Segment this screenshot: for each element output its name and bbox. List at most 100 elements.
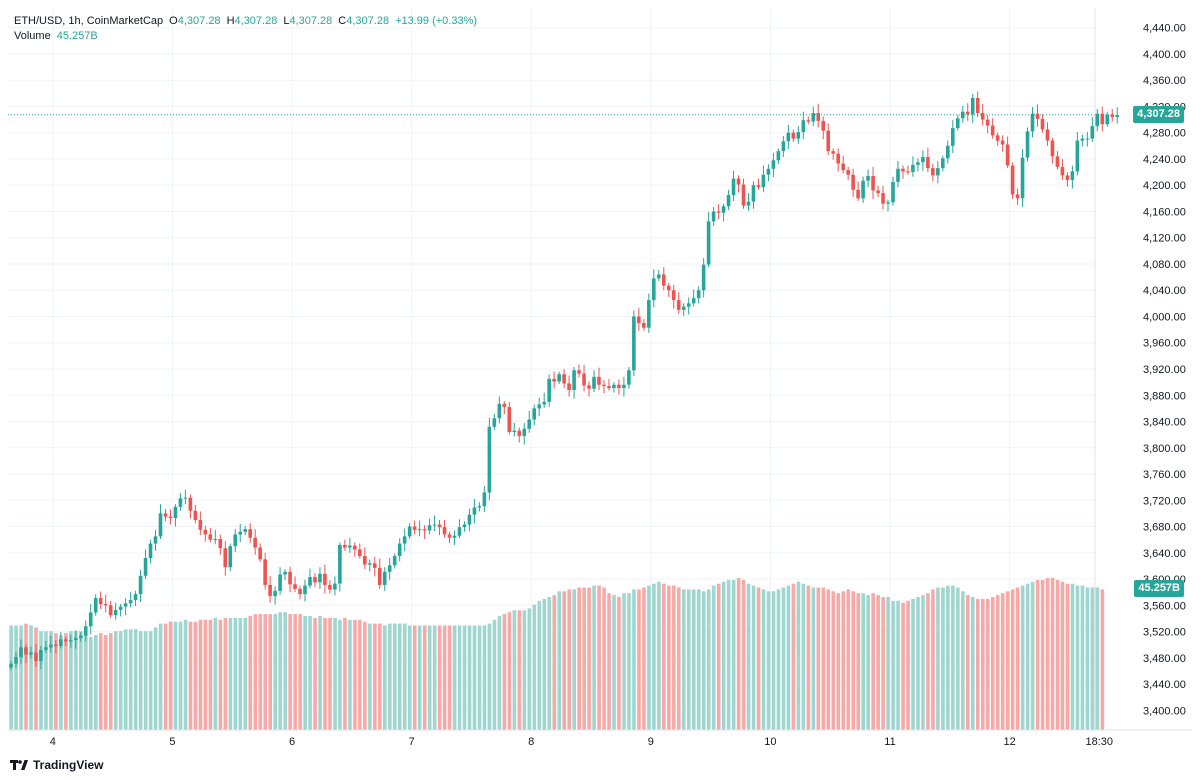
candle-body (1030, 113, 1035, 132)
candle-body (153, 536, 158, 544)
price-tick-label: 3,920.00 (1143, 364, 1186, 376)
candle-body (437, 524, 442, 528)
ohlc-high: H4,307.28 (226, 15, 278, 27)
volume-bar (74, 631, 78, 730)
candle-body (178, 498, 183, 507)
candle-body (666, 285, 671, 291)
volume-label[interactable]: Volume (14, 30, 51, 42)
candle-body (333, 583, 337, 590)
price-tick-label: 3,480.00 (1143, 653, 1186, 665)
volume-bar (153, 627, 158, 730)
candle-body (851, 174, 855, 190)
candle-body (676, 300, 681, 310)
volume-bar (976, 598, 980, 730)
candle-body (19, 647, 23, 658)
candle-body (856, 189, 860, 199)
volume-bar (268, 614, 273, 730)
volume-bar (64, 633, 68, 730)
volume-bar (577, 587, 581, 730)
candle-body (447, 534, 452, 538)
volume-bar (502, 614, 507, 730)
candle-body (761, 174, 766, 188)
time-axis[interactable]: 4 5 6 7 8 9 10 11 12 18:30 (50, 736, 1113, 748)
candle-body (1040, 118, 1045, 130)
volume-bar (1005, 591, 1010, 730)
ohlc-close: C4,307.28 (338, 15, 390, 27)
candle-body (1000, 140, 1005, 145)
volume-bar (263, 614, 268, 730)
volume-bar (816, 587, 821, 730)
volume-bar (94, 635, 98, 730)
volume-bar (916, 597, 920, 730)
candle-body (432, 524, 437, 526)
volume-bar (971, 597, 975, 730)
candle-body (866, 176, 870, 181)
volume-bar (373, 623, 377, 730)
candle-body (193, 510, 198, 520)
volume-bar (143, 631, 148, 730)
volume-bar (1070, 583, 1075, 730)
volume-bar (861, 593, 865, 730)
volume-bar (627, 593, 631, 730)
candle-body (686, 303, 691, 307)
candle-body (846, 170, 850, 175)
price-tick-label: 3,440.00 (1143, 679, 1186, 691)
candle-body (995, 135, 1000, 141)
volume-bar (442, 625, 447, 730)
volume-bar (995, 595, 1000, 730)
candle-body (118, 606, 123, 610)
candle-body (362, 556, 367, 565)
candle-body (1015, 194, 1020, 199)
candle-body (647, 300, 651, 328)
price-tick-label: 4,040.00 (1143, 285, 1186, 297)
volume-bar (682, 589, 686, 730)
volume-bar (148, 631, 153, 730)
candle-body (343, 544, 347, 548)
candle-body (547, 378, 551, 402)
volume-bar (901, 602, 905, 730)
ohlc-change: +13.99 (+0.33%) (395, 15, 478, 27)
candle-body (607, 386, 611, 389)
candle-body (412, 526, 417, 530)
price-tick-label: 4,400.00 (1143, 49, 1186, 61)
candle-body (816, 113, 821, 121)
candle-body (577, 370, 581, 374)
price-tick-label: 4,160.00 (1143, 206, 1186, 218)
symbol-label[interactable]: ETH/USD, 1h, CoinMarketCap (14, 15, 164, 27)
candle-body (950, 128, 955, 146)
candle-body (407, 526, 412, 537)
volume-bar (980, 598, 985, 730)
volume-bar (283, 612, 287, 730)
volume-bar (133, 629, 138, 730)
candle-body (711, 211, 716, 222)
candle-body (273, 590, 277, 597)
candle-body (168, 516, 173, 518)
volume-bar (343, 617, 347, 730)
candle-body (831, 151, 835, 154)
candle-body (223, 548, 228, 568)
candle-body (1050, 140, 1055, 157)
candle-body (208, 534, 213, 540)
time-tick-label: 5 (169, 736, 175, 748)
volume-bar (477, 625, 482, 730)
volume-bar (956, 587, 960, 730)
candle-body (298, 588, 302, 595)
price-axis[interactable]: 3,400.00 3,440.00 3,480.00 3,520.00 3,560.00… (1143, 23, 1186, 718)
candle-body (652, 278, 656, 301)
volume-bar (821, 587, 826, 730)
candle-body (64, 639, 68, 642)
candle-body (751, 185, 756, 202)
volume-bar (392, 623, 397, 730)
tradingview-logo-icon (10, 759, 28, 771)
tradingview-footer[interactable]: TradingView (10, 758, 103, 772)
candle-body (1115, 114, 1120, 117)
last-volume-badge: 45.257B (1134, 580, 1184, 598)
candle-body (1010, 165, 1015, 195)
candle-body (622, 384, 626, 389)
volume-bar (871, 593, 875, 730)
candle-body (990, 125, 995, 136)
volume-bar (338, 619, 342, 730)
volume-bar (582, 587, 586, 730)
volume-bar (128, 629, 133, 730)
